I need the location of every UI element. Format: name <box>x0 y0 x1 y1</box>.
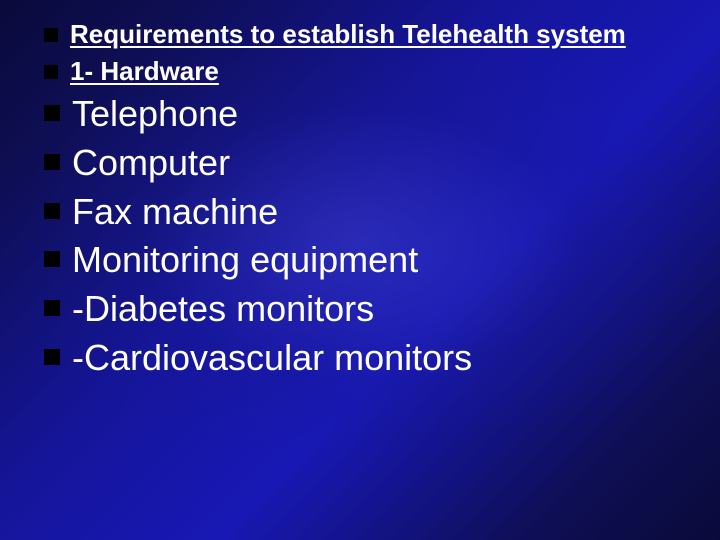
bullet-text: Computer <box>72 140 692 187</box>
bullet-text: 1- Hardware <box>70 55 692 88</box>
bullet-row: Requirements to establish Telehealth sys… <box>44 18 692 51</box>
square-bullet-icon <box>44 65 58 79</box>
square-bullet-icon <box>44 203 60 219</box>
bullet-text: Monitoring equipment <box>72 237 692 284</box>
square-bullet-icon <box>44 349 60 365</box>
bullet-text: Telephone <box>72 91 692 138</box>
bullet-row: 1- Hardware <box>44 55 692 88</box>
bullet-row: Fax machine <box>44 189 692 236</box>
square-bullet-icon <box>44 105 60 121</box>
bullet-row: -Diabetes monitors <box>44 286 692 333</box>
bullet-row: -Cardiovascular monitors <box>44 335 692 382</box>
slide: Requirements to establish Telehealth sys… <box>0 0 720 540</box>
slide-content: Requirements to establish Telehealth sys… <box>0 0 720 404</box>
bullet-text: Fax machine <box>72 189 692 236</box>
square-bullet-icon <box>44 300 60 316</box>
square-bullet-icon <box>44 28 58 42</box>
square-bullet-icon <box>44 154 60 170</box>
bullet-row: Telephone <box>44 91 692 138</box>
bullet-text: -Cardiovascular monitors <box>72 335 692 382</box>
bullet-row: Computer <box>44 140 692 187</box>
bullet-text: Requirements to establish Telehealth sys… <box>70 18 692 51</box>
square-bullet-icon <box>44 251 60 267</box>
bullet-row: Monitoring equipment <box>44 237 692 284</box>
bullet-text: -Diabetes monitors <box>72 286 692 333</box>
